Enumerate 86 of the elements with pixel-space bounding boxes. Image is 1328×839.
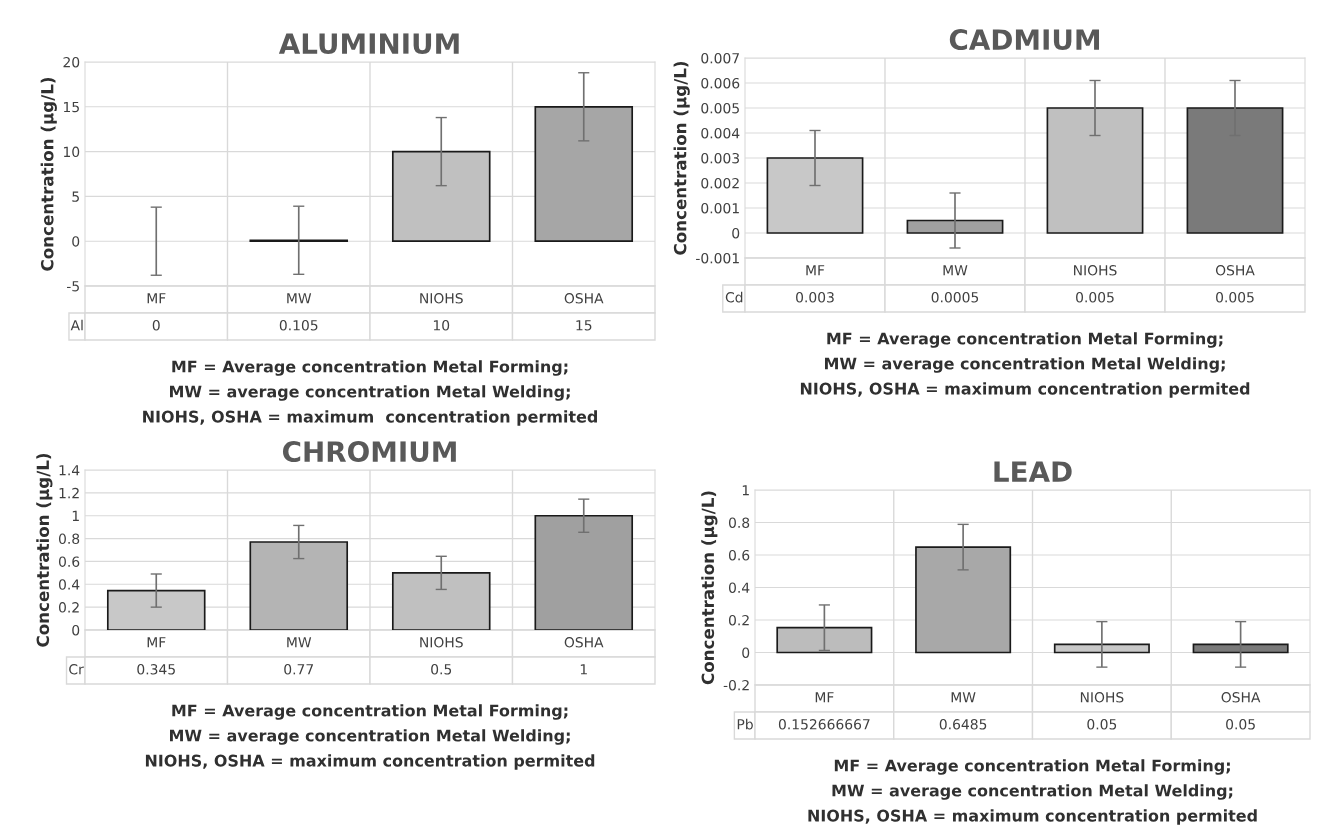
y-tick-label: 0.003 [701,152,740,164]
chart-title: CADMIUM [949,29,1099,51]
chart-title: ALUMINIUM [278,33,459,55]
data-label: 0.05 [1226,719,1255,730]
y-tick-label: 0.4 [728,582,750,593]
y-tick-label: 0 [72,624,80,636]
y-tick-label: 0.007 [701,52,739,64]
y-tick-label: 0.4 [58,579,80,590]
text: Cr [69,664,84,675]
x-tick-label: MF [147,293,166,304]
y-tick-label: 0.002 [701,177,739,189]
data-label: 0.003 [796,292,834,303]
x-tick-label: MF [806,265,825,276]
x-tick-label: NIOHS [1074,265,1117,276]
y-tick-label: 0 [742,647,750,658]
text: MF = Average concentration Metal Forming; [827,332,1223,348]
y-tick-label: 0.006 [701,77,740,89]
text: MF = Average concentration Metal Forming; [172,360,568,376]
y-axis-title: Concentration (µg/L) [36,453,53,647]
y-tick-label: 0 [732,227,740,239]
y-tick-label: 20 [63,56,80,68]
text: Al [70,319,83,331]
data-label: 0.05 [1087,719,1117,730]
y-tick-label: -5 [66,281,79,292]
text: NIOHS, OSHA = maximum concentration permited [143,410,597,426]
y-tick-label: 0.8 [728,517,750,528]
x-tick-label: NIOHS [420,293,463,304]
text: Pb [737,718,753,730]
y-tick-label: 5 [72,191,79,202]
y-tick-label: 0.8 [58,533,80,545]
text: MW = average concentration Metal Welding; [832,784,1233,800]
data-label: 0.152666667 [778,719,870,730]
text: NIOHS, OSHA = maximum concentration permited [145,754,595,770]
x-tick-label: MW [287,637,312,648]
y-axis-title: Concentration (µg/L) [701,491,718,685]
text: MW = average concentration Metal Welding; [825,357,1225,373]
y-tick-label: 1.4 [59,465,80,476]
x-tick-label: MW [951,692,976,703]
data-label: 1 [580,664,587,675]
data-label: 0.0005 [931,292,979,303]
data-label: 0.105 [279,320,318,331]
y-tick-label: 0.004 [701,127,740,139]
x-tick-label: NIOHS [1080,692,1124,703]
text: Cd [725,291,743,303]
text: NIOHS, OSHA = maximum concentration permited [808,809,1257,825]
x-tick-label: OSHA [1221,692,1261,703]
data-label: 15 [576,320,592,331]
x-tick-label: NIOHS [420,637,463,648]
x-tick-label: MW [287,293,312,304]
y-tick-label: 0.2 [728,614,749,626]
text: MW = average concentration Metal Welding; [170,385,570,401]
x-tick-label: OSHA [564,637,604,648]
y-tick-label: 1.2 [59,487,79,499]
x-tick-label: OSHA [564,293,604,304]
y-tick-label: 0.2 [58,602,79,613]
data-label: 0.5 [431,664,452,675]
data-label: 0.6485 [939,719,987,730]
chart-title: LEAD [994,461,1072,482]
y-tick-label: -0.001 [696,252,739,264]
y-tick-label: 0.6 [58,556,80,567]
data-label: 0.77 [284,664,314,675]
x-tick-label: MF [147,637,166,648]
y-axis-title: Concentration (µg/L) [40,77,57,271]
x-tick-label: MW [943,265,968,276]
data-label: 10 [433,320,450,331]
y-tick-label: 10 [63,146,80,158]
text: MF = Average concentration Metal Forming; [834,759,1230,775]
y-tick-label: 1 [72,510,79,521]
y-tick-label: 0.001 [701,202,739,214]
text: MF = Average concentration Metal Forming; [172,704,568,720]
x-tick-label: OSHA [1215,265,1255,276]
y-tick-label: 0 [72,236,80,247]
y-tick-label: 1 [742,485,749,496]
y-tick-label: 0.005 [701,102,739,114]
y-tick-label: 15 [63,101,79,113]
y-tick-label: -0.2 [723,679,749,691]
data-label: 0.005 [1076,292,1114,303]
y-axis-title: Concentration (µg/L) [673,61,690,255]
chart-title: CHROMIUM [282,441,456,463]
text: NIOHS, OSHA = maximum concentration permited [800,382,1250,398]
data-label: 0.005 [1216,292,1254,303]
x-tick-label: MF [815,692,834,703]
text: MW = average concentration Metal Welding; [170,729,570,745]
y-tick-label: 0.6 [728,549,750,561]
data-label: 0.345 [137,664,175,675]
data-label: 0 [152,320,160,331]
